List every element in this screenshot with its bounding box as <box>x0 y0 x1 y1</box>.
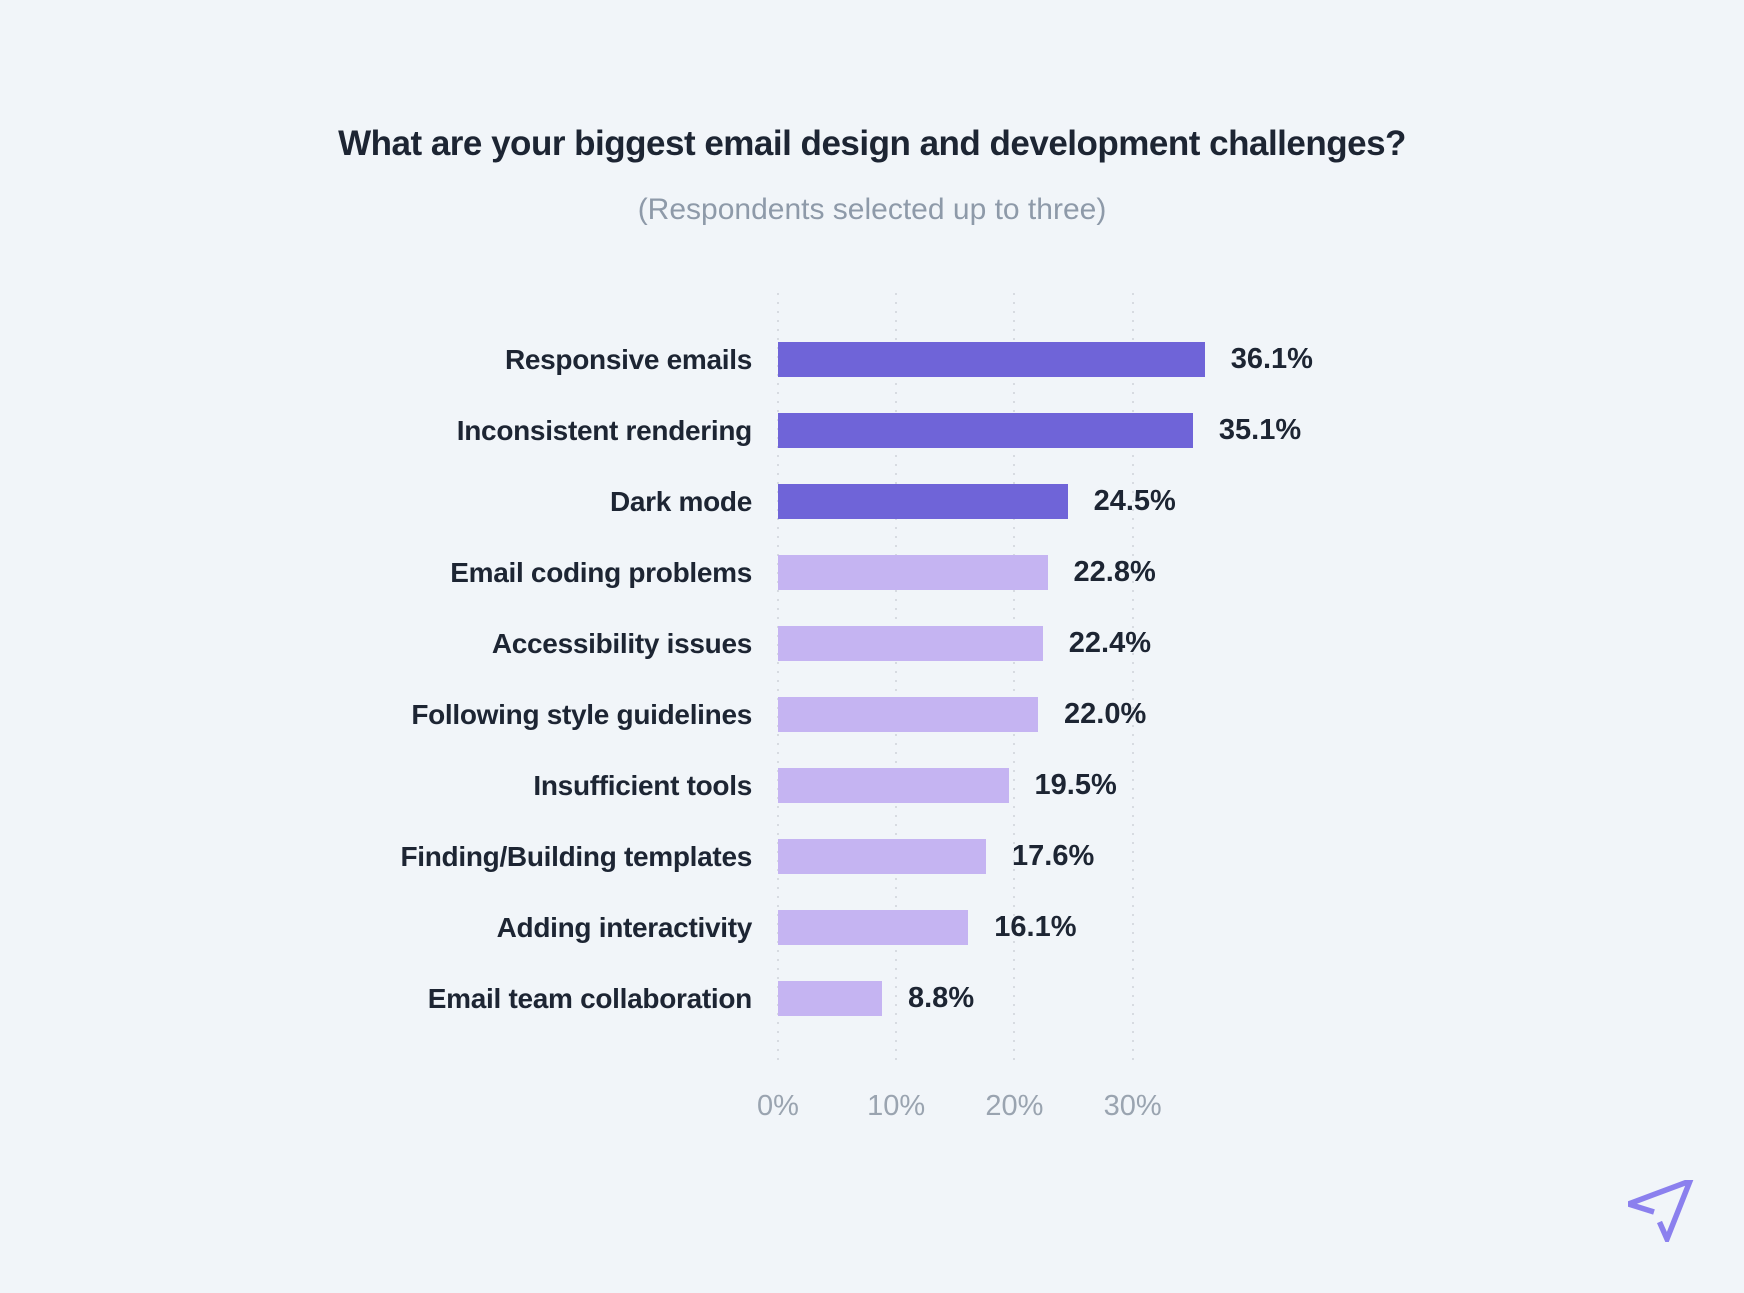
bar <box>778 413 1193 448</box>
chart-title: What are your biggest email design and d… <box>338 124 1406 163</box>
category-label: Finding/Building templates <box>400 840 752 872</box>
category-label: Adding interactivity <box>496 911 753 943</box>
bar <box>778 626 1043 661</box>
paper-plane-icon <box>1628 1180 1694 1242</box>
value-label: 35.1% <box>1218 414 1302 446</box>
bar <box>778 555 1048 590</box>
value-label: 17.6% <box>1012 840 1095 872</box>
value-label: 19.5% <box>1034 769 1117 801</box>
chart-subtitle: (Respondents selected up to three) <box>637 193 1107 226</box>
bar <box>778 342 1205 377</box>
bar-row: Inconsistent rendering 35.1% <box>0 395 1744 466</box>
bar <box>778 768 1009 803</box>
category-label: Following style guidelines <box>411 698 752 730</box>
category-label: Insufficient tools <box>533 769 752 801</box>
bar-row: Accessibility issues 22.4% <box>0 608 1744 679</box>
category-label: Responsive emails <box>504 343 752 375</box>
value-label: 22.4% <box>1068 627 1152 659</box>
value-label: 8.8% <box>908 982 975 1014</box>
category-label: Email coding problems <box>450 556 752 588</box>
bar-row: Following style guidelines 22.0% <box>0 679 1744 750</box>
x-axis-tick: 10% <box>867 1090 926 1122</box>
bar-chart: Responsive emails 36.1% Inconsistent ren… <box>0 293 1744 1063</box>
value-label: 36.1% <box>1230 343 1313 375</box>
bar <box>778 839 986 874</box>
bar-row: Adding interactivity 16.1% <box>0 892 1744 963</box>
bar <box>778 484 1068 519</box>
bar <box>778 910 969 945</box>
x-axis-tick: 0% <box>757 1090 799 1122</box>
x-axis-tick: 20% <box>985 1090 1044 1122</box>
bar <box>778 981 882 1016</box>
value-label: 22.0% <box>1064 698 1147 730</box>
bar-row: Dark mode 24.5% <box>0 466 1744 537</box>
bar <box>778 697 1038 732</box>
bar-row: Responsive emails 36.1% <box>0 324 1744 395</box>
bar-row: Email team collaboration 8.8% <box>0 963 1744 1034</box>
category-label: Inconsistent rendering <box>456 414 753 446</box>
category-label: Email team collaboration <box>427 982 753 1014</box>
bar-row: Insufficient tools 19.5% <box>0 750 1744 821</box>
bar-row: Email coding problems 22.8% <box>0 537 1744 608</box>
value-label: 24.5% <box>1093 485 1176 517</box>
x-axis-tick: 30% <box>1103 1090 1162 1122</box>
value-label: 16.1% <box>994 911 1077 943</box>
bar-row: Finding/Building templates 17.6% <box>0 821 1744 892</box>
value-label: 22.8% <box>1073 556 1156 588</box>
category-label: Dark mode <box>609 485 752 517</box>
x-axis: 0% 10% 20% 30% <box>757 1090 1744 1126</box>
category-label: Accessibility issues <box>491 627 752 659</box>
